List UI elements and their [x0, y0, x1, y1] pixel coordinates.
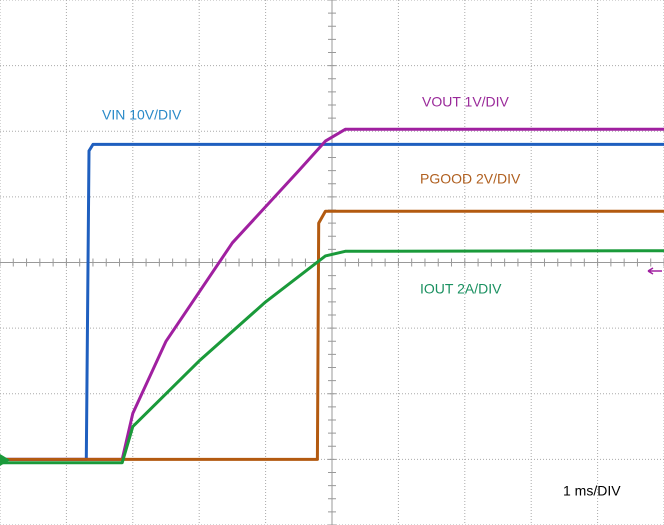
- trace-label: VIN 10V/DIV: [102, 107, 182, 123]
- ground-marker: [0, 454, 10, 466]
- trace: [0, 127, 664, 461]
- time-scale: 1 ms/DIV: [563, 483, 621, 499]
- trace: [0, 209, 664, 461]
- trace-label: IOUT 2A/DIV: [420, 281, 502, 297]
- trace-label: PGOOD 2V/DIV: [420, 171, 521, 187]
- trace: [0, 249, 664, 465]
- traces: [0, 127, 664, 465]
- trigger-marker: [647, 267, 662, 275]
- trace-label: VOUT 1V/DIV: [422, 94, 510, 110]
